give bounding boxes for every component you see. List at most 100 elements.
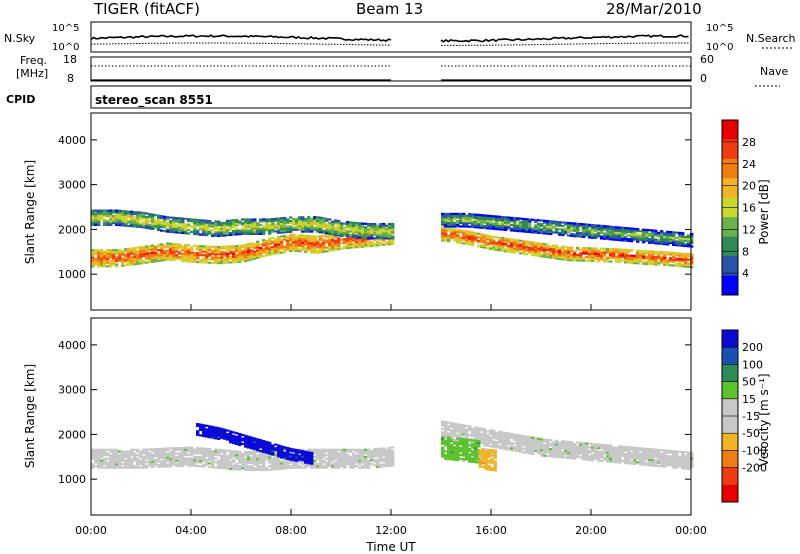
heat-cell [379, 460, 383, 463]
heat-cell [199, 219, 203, 222]
heat-cell [561, 443, 565, 446]
heat-cell [118, 464, 122, 468]
heat-cell [567, 246, 571, 249]
heat-cell [337, 448, 341, 451]
heat-cell [139, 253, 143, 256]
heat-cell [160, 257, 164, 260]
heat-cell [340, 459, 344, 462]
heat-cell [528, 246, 532, 249]
heat-cell [202, 449, 206, 452]
heat-cell [352, 463, 356, 466]
heat-cell [480, 224, 484, 227]
heat-cell [675, 252, 679, 255]
heat-cell [618, 447, 622, 450]
heat-cell [352, 452, 356, 455]
heat-cell [223, 254, 227, 257]
heat-cell [516, 439, 520, 442]
heat-cell [654, 257, 658, 261]
heat-cell [301, 236, 305, 239]
heat-cell [600, 450, 604, 454]
heat-cell [247, 225, 251, 228]
heat-cell [253, 232, 257, 235]
heat-cell [127, 214, 131, 217]
heat-cell [666, 239, 670, 242]
heat-cell [489, 214, 493, 218]
heat-cell [609, 446, 613, 449]
heat-cell [325, 250, 329, 253]
heat-cell [624, 237, 628, 240]
heat-cell [187, 255, 191, 258]
heat-cell [388, 222, 392, 226]
heat-cell [585, 259, 589, 262]
heat-cell [229, 441, 233, 444]
heat-cell [618, 226, 622, 229]
heat-cell [319, 236, 323, 240]
heat-cell [244, 225, 248, 228]
heat-cell [205, 428, 209, 431]
heat-cell [265, 220, 269, 223]
heat-cell [229, 232, 233, 235]
heat-cell [331, 226, 335, 229]
heat-cell [558, 228, 562, 231]
heat-cell [259, 459, 263, 463]
heat-cell [214, 461, 218, 464]
heat-cell [328, 454, 332, 457]
heat-cell [172, 454, 176, 457]
heat-cell [319, 450, 323, 453]
heat-cell [516, 242, 520, 245]
heat-cell [295, 241, 299, 244]
heat-cell [361, 240, 365, 243]
heat-cell [253, 451, 257, 454]
heat-cell [256, 447, 260, 450]
heat-cell [130, 210, 134, 213]
heat-cell [157, 254, 161, 257]
heat-cell [618, 251, 622, 255]
heat-cell [310, 457, 314, 460]
heat-cell [450, 233, 454, 236]
heat-cell [651, 250, 655, 253]
heat-cell [256, 468, 260, 472]
heat-cell [313, 244, 317, 247]
heat-cell [582, 247, 586, 250]
heat-cell [154, 260, 158, 263]
heat-cell [142, 222, 146, 225]
heat-cell [112, 222, 116, 225]
heat-cell [211, 429, 215, 432]
heat-cell [94, 448, 98, 451]
heat-cell [516, 435, 520, 438]
heat-cell [645, 237, 649, 240]
heat-cell [253, 461, 257, 464]
heat-cell [654, 462, 658, 466]
heat-cell [208, 436, 212, 439]
heat-cell [537, 247, 541, 250]
heat-cell [259, 444, 263, 447]
heat-cell [265, 456, 269, 459]
heat-cell [214, 220, 218, 223]
heat-cell [465, 221, 469, 224]
heat-cell [319, 459, 323, 462]
heat-cell [94, 250, 98, 254]
heat-cell [157, 256, 161, 259]
heat-cell [238, 440, 242, 443]
heat-cell [307, 249, 311, 252]
heat-cell [588, 256, 592, 259]
heat-cell [678, 463, 682, 466]
heat-cell [229, 453, 233, 456]
heat-cell [531, 451, 535, 454]
heat-cell [178, 226, 182, 229]
heat-cell [370, 455, 374, 458]
heat-cell [537, 244, 541, 247]
heat-cell [552, 248, 556, 251]
heat-cell [184, 223, 188, 226]
heat-cell [507, 432, 511, 435]
heat-cell [106, 254, 110, 257]
heat-cell [663, 463, 667, 466]
heat-cell [675, 244, 679, 247]
heat-cell [331, 234, 335, 237]
heat-cell [558, 441, 562, 444]
heat-cell [642, 251, 646, 254]
heat-cell [600, 228, 604, 231]
heat-cell [678, 240, 682, 243]
heat-cell [163, 257, 167, 260]
heat-cell [247, 223, 251, 226]
